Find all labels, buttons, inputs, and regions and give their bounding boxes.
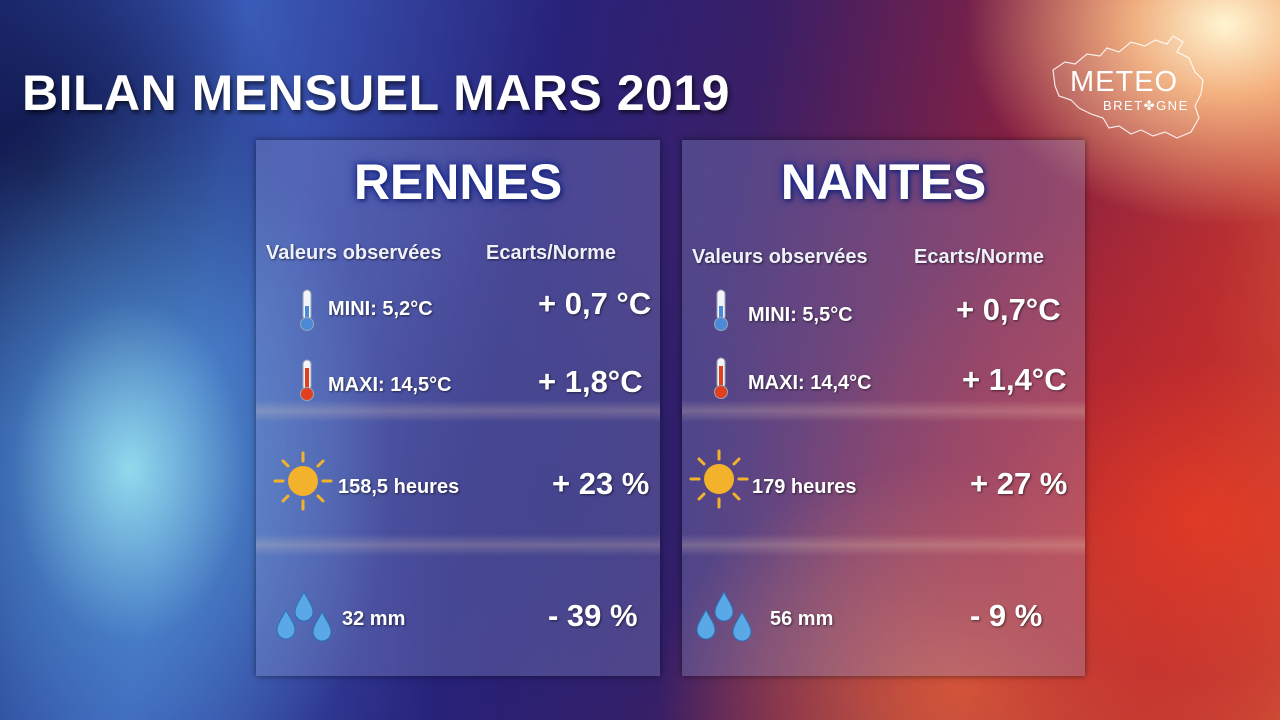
thermometer-cold-icon [714, 289, 728, 331]
rain-drops-icon [696, 590, 752, 642]
min-temp-label: MINI: 5,5°C [748, 304, 853, 326]
min-temp-deviation: + 0,7°C [956, 292, 1061, 327]
min-temp-label: MINI: 5,2°C [328, 298, 433, 320]
thermometer-hot-icon [714, 357, 728, 399]
max-temp-deviation: + 1,4°C [962, 362, 1067, 397]
panel-divider-band [256, 534, 660, 556]
city-name: RENNES [353, 154, 563, 210]
panel-divider-band [682, 534, 1085, 556]
panel-nantes: NANTES Valeurs observées Ecarts/Norme MI… [682, 140, 1085, 676]
sunshine-deviation: + 23 % [552, 466, 650, 501]
min-temp-deviation: + 0,7 °C [538, 286, 652, 321]
sun-icon [689, 449, 749, 509]
panel-divider-band [682, 400, 1085, 422]
logo-bretagne-text: BRET✤GNE [1103, 98, 1189, 113]
brittany-map-outline-icon [1052, 35, 1204, 139]
rainfall-label: 56 mm [770, 608, 834, 630]
city-name: NANTES [780, 154, 987, 210]
meteo-bretagne-logo: METEO BRET✤GNE [1045, 28, 1210, 146]
column-header-observed: Valeurs observées [266, 242, 442, 264]
rainfall-label: 32 mm [342, 608, 406, 630]
thermometer-cold-icon [300, 289, 314, 331]
max-temp-label: MAXI: 14,5°C [328, 374, 452, 396]
rainfall-deviation: - 39 % [548, 598, 638, 633]
rainfall-deviation: - 9 % [970, 598, 1043, 633]
column-header-deviation: Ecarts/Norme [486, 242, 617, 264]
thermometer-hot-icon [300, 359, 314, 401]
sunshine-deviation: + 27 % [970, 466, 1068, 501]
panel-rennes: RENNES Valeurs observées Ecarts/Norme MI… [256, 140, 660, 676]
panel-divider-band [256, 400, 660, 422]
page-title: BILAN MENSUEL MARS 2019 [22, 65, 730, 121]
sunshine-label: 158,5 heures [338, 476, 460, 498]
rain-drops-icon [276, 590, 332, 642]
column-header-observed: Valeurs observées [692, 246, 868, 268]
logo-meteo-text: METEO [1070, 66, 1179, 98]
column-header-deviation: Ecarts/Norme [914, 246, 1045, 268]
max-temp-label: MAXI: 14,4°C [748, 372, 872, 394]
sun-icon [273, 451, 333, 511]
sunshine-label: 179 heures [752, 476, 857, 498]
max-temp-deviation: + 1,8°C [538, 364, 643, 399]
